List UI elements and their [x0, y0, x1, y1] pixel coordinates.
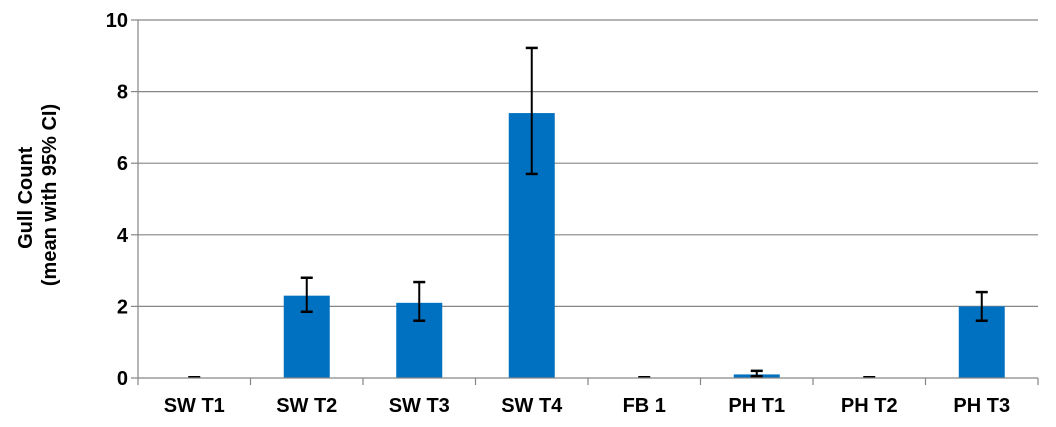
y-tick-label: 8	[117, 82, 128, 104]
y-axis-title-line-1: Gull Count	[15, 146, 37, 249]
x-category-labels: SW T1 SW T2 SW T3 SW T4 FB 1 PH T1 PH T2 PH T3	[164, 395, 1010, 417]
x-category-label: SW T2	[276, 395, 337, 417]
x-category-label: PH T1	[728, 395, 785, 417]
x-category-label: FB 1	[623, 395, 666, 417]
error-bars	[188, 46, 988, 378]
y-axis-title-line-2: (mean with 95% CI)	[39, 104, 61, 286]
x-category-label: SW T1	[164, 395, 225, 417]
x-category-label: PH T3	[953, 395, 1010, 417]
gridlines	[138, 19, 1038, 307]
y-tick-label: 0	[117, 368, 128, 390]
y-tick-labels: 0 2 4 6 8 10	[106, 10, 129, 390]
x-category-label: SW T4	[501, 395, 563, 417]
y-tick-label: 2	[117, 296, 128, 318]
x-category-label: PH T2	[841, 395, 898, 417]
x-category-label: SW T3	[389, 395, 450, 417]
bars	[283, 113, 1005, 378]
y-tick-label: 10	[106, 10, 128, 32]
y-tick-label: 6	[117, 153, 128, 175]
axes	[131, 19, 1039, 385]
y-tick-label: 4	[117, 225, 129, 247]
y-axis-title: Gull Count (mean with 95% CI)	[15, 104, 61, 286]
